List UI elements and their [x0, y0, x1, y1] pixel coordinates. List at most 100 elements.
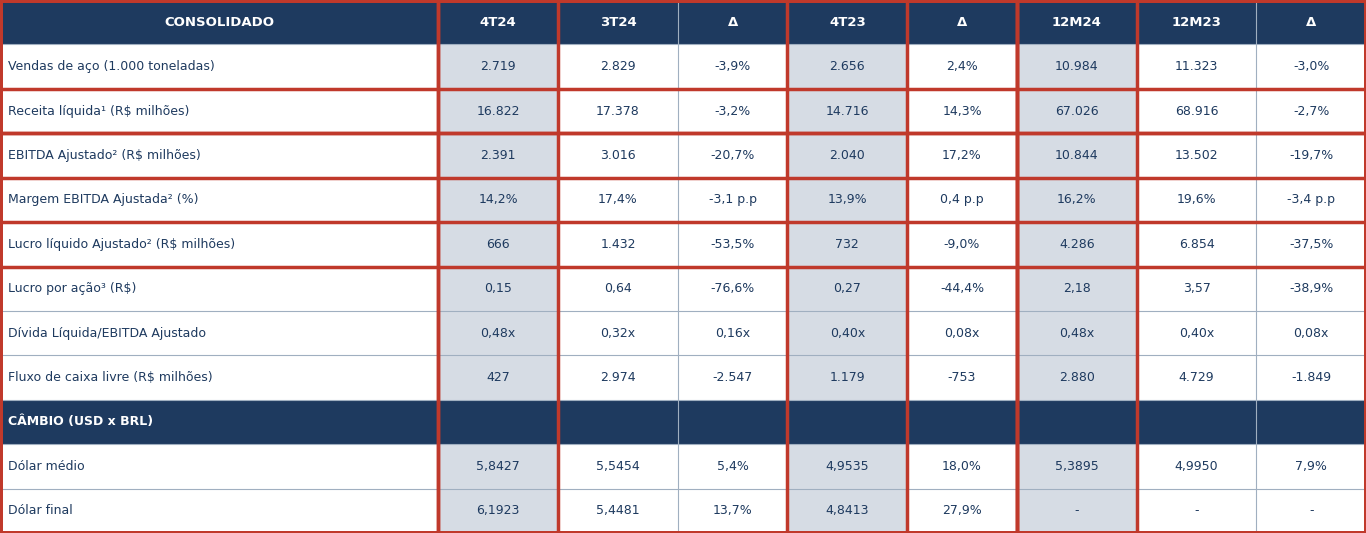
- Bar: [678, 177, 787, 222]
- Bar: [438, 89, 559, 133]
- Bar: [559, 489, 678, 533]
- Bar: [1016, 133, 1137, 177]
- Text: -53,5%: -53,5%: [710, 238, 755, 251]
- Text: 19,6%: 19,6%: [1176, 193, 1216, 206]
- Bar: [907, 0, 1016, 44]
- Bar: [438, 0, 559, 533]
- Bar: [678, 0, 787, 44]
- Text: 5,8427: 5,8427: [477, 460, 520, 473]
- Bar: [787, 222, 907, 266]
- Text: Receita líquida¹ (R$ milhões): Receita líquida¹ (R$ milhões): [8, 104, 190, 118]
- Text: Lucro por ação³ (R$): Lucro por ação³ (R$): [8, 282, 137, 295]
- Text: Δ: Δ: [1306, 15, 1317, 29]
- Bar: [1016, 89, 1137, 133]
- Text: 0,4 p.p: 0,4 p.p: [940, 193, 984, 206]
- Text: 67.026: 67.026: [1055, 104, 1098, 118]
- Text: -19,7%: -19,7%: [1290, 149, 1333, 162]
- Text: 5,5454: 5,5454: [596, 460, 639, 473]
- Text: 0,16x: 0,16x: [716, 327, 750, 340]
- Bar: [787, 356, 907, 400]
- Bar: [1016, 356, 1137, 400]
- Bar: [907, 311, 1016, 356]
- Text: 68.916: 68.916: [1175, 104, 1218, 118]
- Text: 4,8413: 4,8413: [825, 504, 869, 518]
- Bar: [1016, 0, 1137, 44]
- Text: 10.844: 10.844: [1055, 149, 1098, 162]
- Bar: [1257, 444, 1366, 489]
- Bar: [0, 133, 438, 177]
- Bar: [678, 356, 787, 400]
- Text: 0,08x: 0,08x: [944, 327, 979, 340]
- Bar: [1257, 489, 1366, 533]
- Bar: [1016, 177, 1137, 222]
- Bar: [0, 266, 438, 311]
- Text: 10.984: 10.984: [1055, 60, 1098, 73]
- Bar: [1137, 489, 1257, 533]
- Bar: [559, 356, 678, 400]
- Text: Δ: Δ: [728, 15, 738, 29]
- Bar: [787, 177, 907, 222]
- Text: -2.547: -2.547: [713, 371, 753, 384]
- Text: 2.829: 2.829: [600, 60, 635, 73]
- Bar: [1016, 0, 1137, 533]
- Text: -: -: [1194, 504, 1199, 518]
- Bar: [787, 0, 907, 44]
- Bar: [438, 0, 559, 44]
- Text: 0,40x: 0,40x: [1179, 327, 1214, 340]
- Bar: [907, 222, 1016, 266]
- Bar: [1016, 489, 1137, 533]
- Bar: [559, 133, 678, 177]
- Bar: [1137, 222, 1257, 266]
- Text: 4,9950: 4,9950: [1175, 460, 1218, 473]
- Bar: [1016, 266, 1137, 311]
- Bar: [678, 222, 787, 266]
- Bar: [1137, 444, 1257, 489]
- Text: Fluxo de caixa livre (R$ milhões): Fluxo de caixa livre (R$ milhões): [8, 371, 213, 384]
- Text: -3,0%: -3,0%: [1294, 60, 1329, 73]
- Text: 14,3%: 14,3%: [943, 104, 982, 118]
- Bar: [907, 489, 1016, 533]
- Text: 666: 666: [486, 238, 510, 251]
- Text: -3,4 p.p: -3,4 p.p: [1287, 193, 1335, 206]
- Bar: [438, 44, 559, 89]
- Text: 6.854: 6.854: [1179, 238, 1214, 251]
- Bar: [1257, 356, 1366, 400]
- Bar: [678, 489, 787, 533]
- Text: -3,2%: -3,2%: [714, 104, 751, 118]
- Bar: [438, 222, 559, 266]
- Text: 2.880: 2.880: [1059, 371, 1094, 384]
- Text: 17.378: 17.378: [596, 104, 639, 118]
- Bar: [907, 89, 1016, 133]
- Text: Margem EBITDA Ajustada² (%): Margem EBITDA Ajustada² (%): [8, 193, 198, 206]
- Bar: [559, 266, 678, 311]
- Text: -37,5%: -37,5%: [1290, 238, 1333, 251]
- Bar: [678, 133, 787, 177]
- Bar: [0, 177, 438, 222]
- Bar: [1137, 400, 1257, 444]
- Bar: [907, 177, 1016, 222]
- Text: Lucro líquido Ajustado² (R$ milhões): Lucro líquido Ajustado² (R$ milhões): [8, 238, 235, 251]
- Text: 4T24: 4T24: [479, 15, 516, 29]
- Bar: [0, 89, 438, 133]
- Text: 2,18: 2,18: [1063, 282, 1090, 295]
- Bar: [787, 266, 907, 311]
- Text: 6,1923: 6,1923: [477, 504, 520, 518]
- Bar: [559, 222, 678, 266]
- Bar: [0, 222, 438, 266]
- Text: 2.719: 2.719: [481, 60, 516, 73]
- Text: -3,1 p.p: -3,1 p.p: [709, 193, 757, 206]
- Text: -: -: [1309, 504, 1314, 518]
- Bar: [438, 356, 559, 400]
- Text: 5,4%: 5,4%: [717, 460, 749, 473]
- Text: 1.432: 1.432: [600, 238, 635, 251]
- Text: 3T24: 3T24: [600, 15, 637, 29]
- Bar: [0, 444, 438, 489]
- Bar: [1016, 444, 1137, 489]
- Bar: [1016, 222, 1137, 266]
- Bar: [1016, 311, 1137, 356]
- Bar: [438, 177, 559, 222]
- Text: 7,9%: 7,9%: [1295, 460, 1328, 473]
- Text: Dólar médio: Dólar médio: [8, 460, 85, 473]
- Bar: [1016, 400, 1137, 444]
- Text: 2.656: 2.656: [829, 60, 865, 73]
